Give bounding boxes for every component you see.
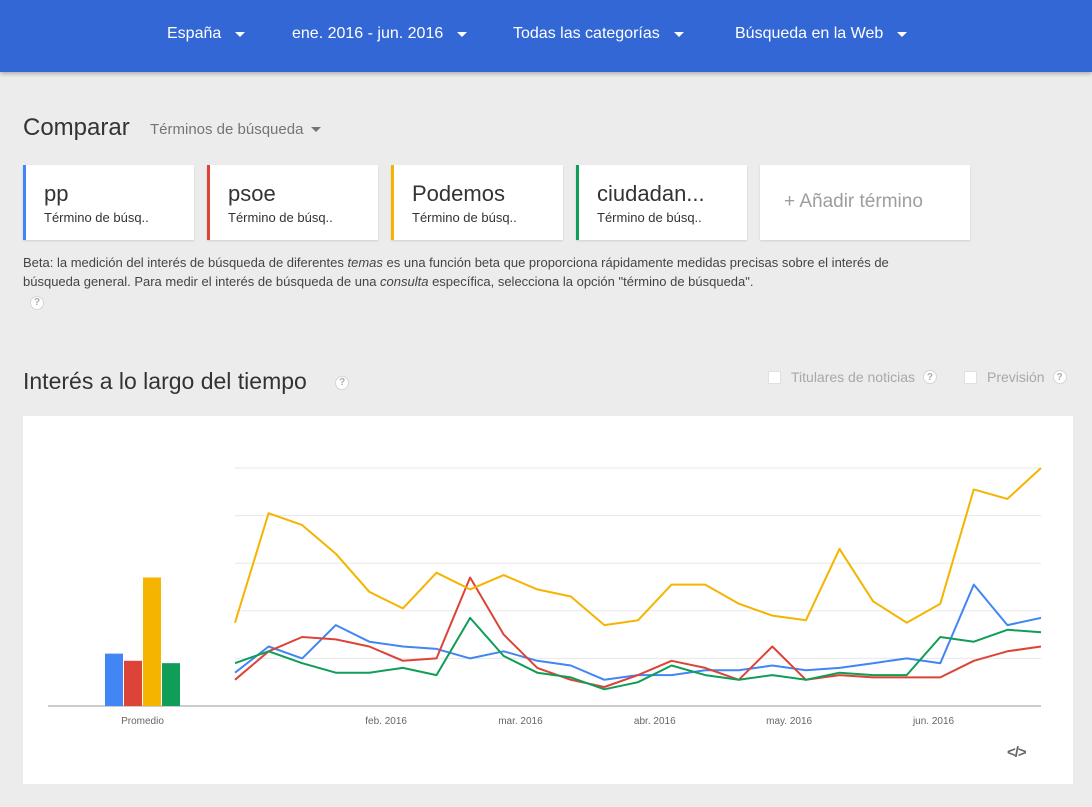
x-tick-label: feb. 2016 — [365, 716, 407, 727]
term-type: Término de búsq.. — [597, 210, 702, 225]
series-line-2 — [234, 576, 1042, 688]
term-type: Término de búsq.. — [228, 210, 333, 225]
term-card-ciudadanos[interactable]: ciudadan... Término de búsq.. — [576, 165, 747, 240]
beta-note-text: Beta: la medición del interés de búsqued… — [23, 255, 348, 270]
term-card-pp[interactable]: pp Término de búsq.. — [23, 165, 194, 240]
term-name: ciudadan... — [597, 181, 705, 206]
help-icon[interactable]: ? — [1052, 370, 1067, 384]
region-filter-label: España — [167, 25, 222, 42]
chevron-down-icon — [457, 31, 468, 37]
beta-note-emphasis: temas — [347, 255, 383, 270]
term-type: Término de búsq.. — [44, 210, 149, 225]
checkbox[interactable] — [964, 370, 977, 384]
help-icon[interactable]: ? — [335, 375, 350, 390]
date-range-filter-label: ene. 2016 - jun. 2016 — [292, 25, 444, 42]
average-bar-2 — [124, 660, 142, 706]
chevron-down-icon — [673, 31, 684, 37]
top-filter-bar: España ene. 2016 - jun. 2016 Todas las c… — [0, 0, 1092, 72]
news-headlines-toggle[interactable]: Titulares de noticias ? — [768, 369, 937, 385]
x-tick-label: abr. 2016 — [634, 716, 676, 727]
term-name: pp — [44, 181, 69, 206]
search-type-filter[interactable]: Búsqueda en la Web — [735, 22, 908, 46]
search-type-filter-label: Búsqueda en la Web — [735, 25, 884, 42]
compare-mode-label: Términos de búsqueda — [150, 121, 304, 138]
beta-note-text: es una función beta que proporciona rápi… — [23, 255, 889, 289]
series-line-3 — [234, 467, 1042, 627]
forecast-label: Previsión — [987, 369, 1045, 385]
term-color-bar — [576, 165, 579, 240]
news-headlines-label: Titulares de noticias — [791, 369, 915, 385]
region-filter[interactable]: España — [167, 22, 246, 46]
term-type: Término de búsq.. — [412, 210, 517, 225]
series-line-1 — [234, 583, 1042, 681]
beta-note-emphasis: consulta — [380, 274, 429, 289]
term-color-bar — [23, 165, 26, 240]
term-name: psoe — [228, 181, 276, 206]
x-tick-label: may. 2016 — [766, 716, 812, 727]
help-icon[interactable]: ? — [922, 370, 937, 384]
forecast-toggle[interactable]: Previsión ? — [964, 369, 1067, 385]
compare-title: Comparar — [23, 114, 130, 141]
term-color-bar — [207, 165, 210, 240]
date-range-filter[interactable]: ene. 2016 - jun. 2016 — [292, 22, 468, 46]
average-bar-3 — [143, 577, 161, 706]
beta-note-text: específica, selecciona la opción "términ… — [428, 274, 754, 289]
x-tick-label: mar. 2016 — [498, 716, 543, 727]
chevron-down-icon — [235, 31, 246, 37]
help-icon[interactable]: ? — [30, 295, 44, 310]
interest-over-time-title: Interés a lo largo del tiempo ? — [23, 368, 350, 395]
x-tick-label: jun. 2016 — [912, 716, 955, 727]
term-card-psoe[interactable]: psoe Término de búsq.. — [207, 165, 378, 240]
term-card-podemos[interactable]: Podemos Término de búsq.. — [391, 165, 563, 240]
category-filter[interactable]: Todas las categorías — [513, 22, 684, 46]
add-term-button[interactable]: + Añadir término — [760, 165, 970, 240]
checkbox[interactable] — [768, 370, 781, 384]
section-title-text: Interés a lo largo del tiempo — [23, 368, 307, 394]
interest-chart-card: Promedio feb. 2016 mar. 2016 abr. 2016 may. … — [23, 416, 1073, 784]
interest-chart: Promedio feb. 2016 mar. 2016 abr. 2016 may. … — [48, 467, 1042, 727]
compare-mode-dropdown[interactable]: Términos de búsqueda — [150, 121, 322, 138]
chevron-down-icon — [897, 31, 908, 37]
term-color-bar — [391, 165, 394, 240]
average-bar-4 — [162, 663, 180, 706]
chevron-down-icon — [311, 127, 322, 132]
series-line-4 — [234, 616, 1042, 691]
term-name: Podemos — [412, 181, 505, 206]
code-embed-icon[interactable]: </> — [1007, 744, 1027, 761]
average-bar-1 — [105, 653, 123, 706]
add-term-label: + Añadir término — [784, 191, 923, 212]
average-label: Promedio — [121, 716, 164, 727]
category-filter-label: Todas las categorías — [513, 25, 660, 42]
beta-note: Beta: la medición del interés de búsqued… — [23, 253, 923, 310]
